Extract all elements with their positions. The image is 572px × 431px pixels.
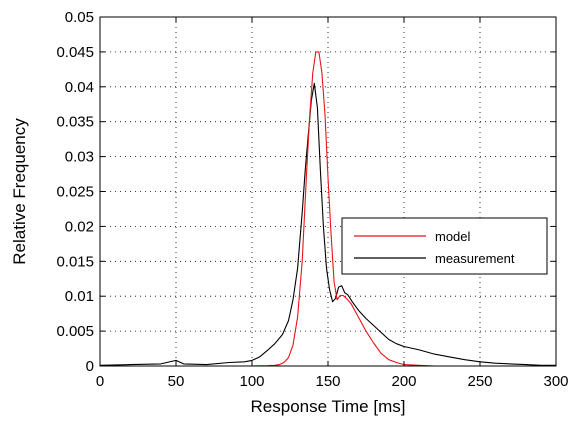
legend: model measurement <box>341 217 548 275</box>
y-tick-label: 0.005 <box>56 323 94 340</box>
y-axis-title: Relative Frequency <box>10 118 29 265</box>
y-tick-label: 0.025 <box>56 184 94 201</box>
x-tick-label: 200 <box>391 373 416 390</box>
grid <box>100 17 556 366</box>
x-axis-title: Response Time [ms] <box>251 397 406 416</box>
x-tick-label: 0 <box>96 373 104 390</box>
series-line-measurement <box>99 82 556 366</box>
y-tick-label: 0 <box>86 358 94 375</box>
y-tick-label: 0.04 <box>65 79 94 96</box>
y-tick-label: 0.045 <box>56 44 94 61</box>
y-tick-label: 0.05 <box>65 9 94 26</box>
y-tick-label: 0.01 <box>65 288 94 305</box>
x-tick-label: 150 <box>315 373 340 390</box>
x-tick-label: 250 <box>467 373 492 390</box>
y-tick-label: 0.035 <box>56 114 94 131</box>
legend-label-model: model <box>435 229 471 244</box>
legend-label-measurement: measurement <box>435 251 515 266</box>
tick-labels: 0 50 100 150 200 250 300 0 0.005 0.01 0.015 0.02 0.0… <box>56 9 568 390</box>
x-tick-label: 50 <box>168 373 185 390</box>
series-line-model <box>100 51 556 367</box>
x-tick-label: 300 <box>543 373 568 390</box>
y-tick-label: 0.02 <box>65 218 94 235</box>
x-tick-label: 100 <box>239 373 264 390</box>
series-layer <box>99 51 556 367</box>
legend-box <box>341 217 548 275</box>
ticks <box>99 16 557 367</box>
y-tick-label: 0.015 <box>56 253 94 270</box>
y-tick-label: 0.03 <box>65 149 94 166</box>
